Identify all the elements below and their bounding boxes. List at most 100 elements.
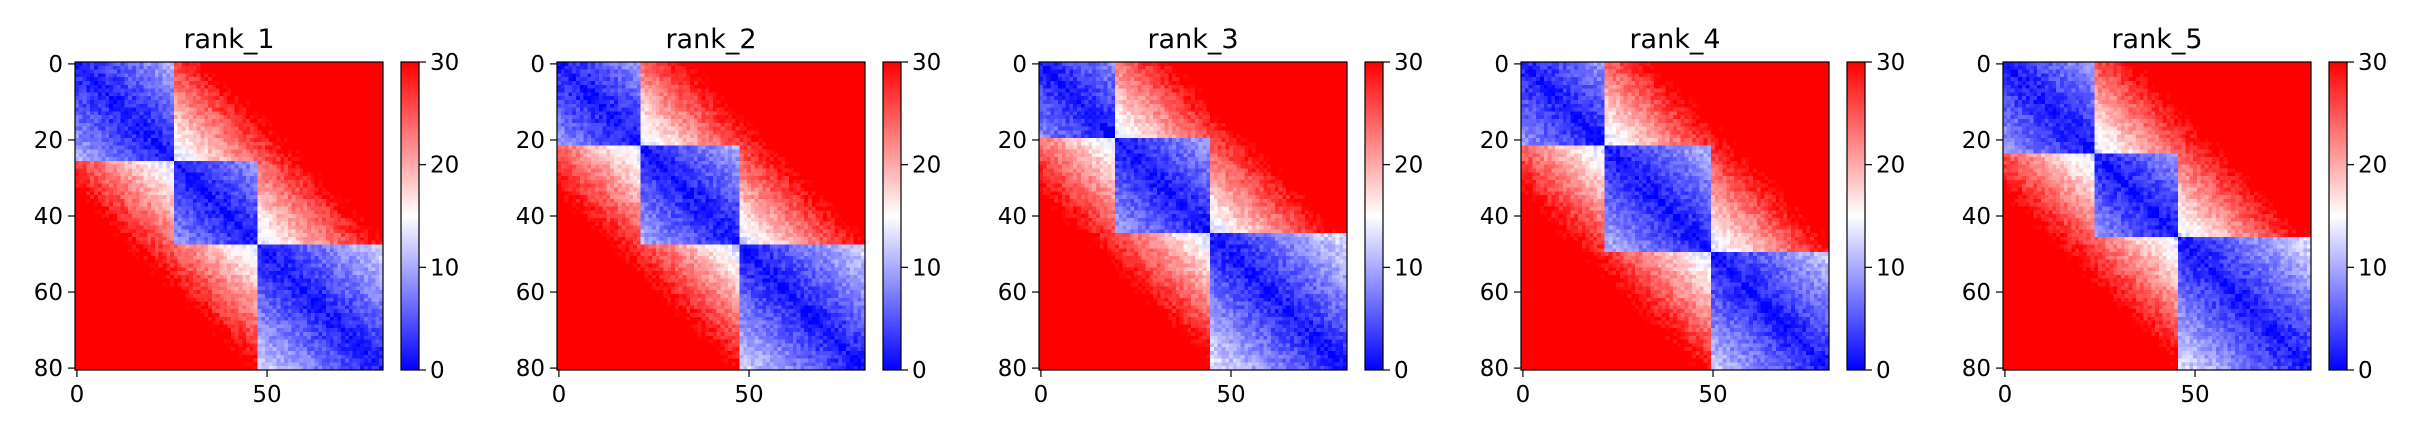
heatmap-cell (299, 191, 303, 195)
heatmap-cell (227, 191, 231, 195)
heatmap-cell (79, 119, 83, 123)
heatmap-cell (178, 184, 182, 188)
heatmap-cell (128, 275, 132, 279)
heatmap-cell (364, 157, 368, 161)
heatmap-cell (124, 111, 128, 115)
heatmap-cell (204, 187, 208, 191)
heatmap-cell (98, 252, 102, 256)
heatmap-cell (288, 62, 292, 66)
heatmap-cell (341, 119, 345, 123)
heatmap-cell (345, 180, 349, 184)
heatmap-cell (231, 237, 235, 241)
heatmap-cell (227, 214, 231, 218)
heatmap-cell (311, 89, 315, 93)
heatmap-cell (124, 203, 128, 207)
heatmap-cell (269, 70, 273, 74)
heatmap-cell (227, 241, 231, 245)
heatmap-cell (185, 286, 189, 290)
heatmap-cell (140, 184, 144, 188)
heatmap-cell (223, 191, 227, 195)
heatmap-cell (303, 92, 307, 96)
heatmap-cell (258, 199, 262, 203)
heatmap-cell (277, 290, 281, 294)
heatmap-cell (140, 165, 144, 169)
heatmap-cell (368, 260, 372, 264)
heatmap-cell (117, 85, 121, 89)
heatmap-cell (330, 191, 334, 195)
heatmap-cell (147, 241, 151, 245)
heatmap-cell (204, 267, 208, 271)
heatmap-cell (181, 267, 185, 271)
heatmap-cell (235, 187, 239, 191)
heatmap-cell (334, 81, 338, 85)
heatmap-cell (143, 62, 147, 66)
heatmap-cell (345, 73, 349, 77)
heatmap-cell (280, 252, 284, 256)
heatmap-cell (239, 62, 243, 66)
heatmap-cell (75, 165, 79, 169)
heatmap-cell (143, 248, 147, 252)
heatmap-cell (239, 275, 243, 279)
heatmap-cell (212, 89, 216, 93)
heatmap-cell (356, 286, 360, 290)
heatmap-cell (200, 264, 204, 268)
heatmap-cell (375, 286, 379, 290)
heatmap-cell (193, 62, 197, 66)
heatmap-cell (86, 256, 90, 260)
heatmap-cell (113, 157, 117, 161)
heatmap-cell (83, 260, 87, 264)
heatmap-cell (181, 165, 185, 169)
heatmap-cell (315, 127, 319, 131)
heatmap-cell (75, 245, 79, 249)
heatmap-cell (315, 130, 319, 134)
heatmap-cell (250, 96, 254, 100)
heatmap-cell (246, 229, 250, 233)
heatmap-cell (151, 168, 155, 172)
heatmap-cell (181, 172, 185, 176)
heatmap-cell (246, 283, 250, 287)
heatmap-cell (193, 92, 197, 96)
heatmap-cell (296, 237, 300, 241)
heatmap-cell (162, 146, 166, 150)
heatmap-cell (200, 142, 204, 146)
heatmap-cell (86, 210, 90, 214)
heatmap-cell (212, 85, 216, 89)
heatmap-cell (299, 275, 303, 279)
heatmap-cell (185, 199, 189, 203)
heatmap-cell (109, 187, 113, 191)
heatmap-cell (94, 271, 98, 275)
heatmap-cell (193, 142, 197, 146)
heatmap-cell (128, 237, 132, 241)
heatmap-cell (345, 248, 349, 252)
heatmap-cell (79, 252, 83, 256)
heatmap-cell (140, 286, 144, 290)
heatmap-cell (364, 161, 368, 165)
heatmap-cell (311, 264, 315, 268)
heatmap-cell (273, 237, 277, 241)
heatmap-cell (288, 70, 292, 74)
heatmap-cell (147, 237, 151, 241)
heatmap-cell (356, 96, 360, 100)
heatmap-cell (341, 218, 345, 222)
heatmap-cell (231, 127, 235, 131)
heatmap-cell (102, 184, 106, 188)
heatmap-cell (113, 70, 117, 74)
heatmap-cell (326, 206, 330, 210)
heatmap-cell (269, 180, 273, 184)
heatmap-cell (318, 176, 322, 180)
heatmap-cell (364, 62, 368, 66)
heatmap-cell (288, 245, 292, 249)
heatmap-cell (356, 245, 360, 249)
heatmap-cell (375, 241, 379, 245)
heatmap-cell (280, 100, 284, 104)
heatmap-cell (132, 264, 136, 268)
heatmap-cell (174, 73, 178, 77)
heatmap-cell (124, 127, 128, 131)
heatmap-cell (254, 123, 258, 127)
heatmap-cell (296, 241, 300, 245)
heatmap-cell (303, 203, 307, 207)
heatmap-cell (90, 172, 94, 176)
heatmap-cell (181, 214, 185, 218)
heatmap-cell (212, 241, 216, 245)
heatmap-cell (372, 111, 376, 115)
